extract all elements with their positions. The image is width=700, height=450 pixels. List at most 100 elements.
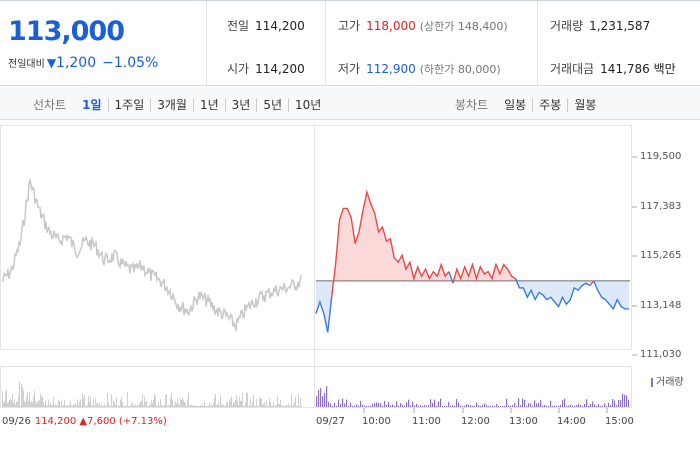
volume-bar-prev xyxy=(224,405,225,407)
volume-bar xyxy=(524,399,526,407)
prev-day-date: 09/26 xyxy=(2,416,31,427)
tab-1y[interactable]: 1년 xyxy=(192,98,225,112)
volume-bar-prev xyxy=(23,390,24,407)
price-line-down xyxy=(593,280,629,311)
volume-bar-prev xyxy=(202,405,203,407)
volume-bar-prev xyxy=(46,404,47,407)
volume-bar xyxy=(480,405,482,407)
volume-bar-prev xyxy=(182,397,183,407)
volume-bar-prev xyxy=(39,400,40,407)
volume-bar-prev xyxy=(213,402,214,407)
volume-bar-prev xyxy=(126,405,127,407)
volume-bar-prev xyxy=(161,405,162,407)
volume-bar-prev xyxy=(201,404,202,407)
volume-bar xyxy=(580,404,582,407)
volume-bar-prev xyxy=(108,402,109,407)
volume-bar xyxy=(394,405,396,407)
volume-bar-prev xyxy=(219,405,220,407)
volume-bar xyxy=(508,405,510,407)
volume-frame xyxy=(0,366,632,408)
volume-bar-prev xyxy=(223,404,224,407)
intraday-chart[interactable]: 119,500 117,383 115,265 113,148 111,030 … xyxy=(0,121,700,450)
volume-bar-prev xyxy=(158,401,159,407)
volume-bar-prev xyxy=(25,401,26,407)
volume-bar xyxy=(390,405,392,407)
volume-bar xyxy=(526,405,528,407)
volume-bar-prev xyxy=(50,402,51,407)
volume-bar-prev xyxy=(281,405,282,407)
volume-bar xyxy=(320,388,322,407)
volume-bar-prev xyxy=(105,405,106,407)
volume-bar-prev xyxy=(20,405,21,407)
volume-bar xyxy=(556,405,558,407)
volume-bar-prev xyxy=(290,405,291,407)
volume-bar xyxy=(382,405,384,407)
tab-monthly[interactable]: 월봉 xyxy=(567,98,603,112)
volume-bar-prev xyxy=(29,391,30,407)
volume-bar-prev xyxy=(280,399,281,407)
volume-bar-prev xyxy=(163,405,164,407)
volume-bar-prev xyxy=(86,405,87,407)
volume-bar-prev xyxy=(157,405,158,407)
volume-legend-label: 거래량 xyxy=(656,377,684,388)
volume-bar xyxy=(550,400,552,407)
tab-3y[interactable]: 3년 xyxy=(224,98,257,112)
volume-bar-prev xyxy=(208,405,209,407)
volume-bar xyxy=(572,405,574,407)
volume-bar-prev xyxy=(144,396,145,407)
volume-bar xyxy=(356,404,358,407)
volume-bar-prev xyxy=(4,401,5,407)
volume-bar-prev xyxy=(152,403,153,407)
volume-bar xyxy=(576,405,578,407)
volume-bar xyxy=(484,403,486,407)
volume-bar-prev xyxy=(100,405,101,407)
volume-bar xyxy=(452,405,454,407)
volume-bar xyxy=(348,405,350,407)
volume-bar-prev xyxy=(137,404,138,407)
tab-daily[interactable]: 일봉 xyxy=(504,98,527,112)
volume-bar xyxy=(516,405,518,407)
tab-5y[interactable]: 5년 xyxy=(256,98,289,112)
volume-bar xyxy=(450,405,452,407)
volume-bar xyxy=(562,400,564,407)
volume-bar-prev xyxy=(190,404,191,407)
price-line-down xyxy=(315,297,333,333)
volume-bar-prev xyxy=(138,405,139,407)
volume-bar xyxy=(416,404,418,407)
chart-canvas xyxy=(0,125,637,413)
volume-bar-prev xyxy=(259,397,260,407)
volume-bar-prev xyxy=(282,405,283,407)
volume-bar xyxy=(418,405,420,407)
high-label: 고가 xyxy=(338,19,361,33)
volume-bar xyxy=(448,402,450,407)
volume-bar xyxy=(380,403,382,407)
tab-10y[interactable]: 10년 xyxy=(288,98,328,112)
volume-bar-prev xyxy=(274,405,275,407)
volume-bar-prev xyxy=(207,405,208,407)
volume-bar-prev xyxy=(216,405,217,407)
volume-bar-prev xyxy=(67,405,68,407)
line-chart-label: 선차트 xyxy=(33,98,67,112)
volume-bar-prev xyxy=(71,405,72,407)
tab-1w[interactable]: 1주일 xyxy=(107,98,151,112)
volume-bar-prev xyxy=(188,392,189,407)
tab-weekly[interactable]: 주봉 xyxy=(532,98,568,112)
tab-3m[interactable]: 3개월 xyxy=(150,98,193,112)
volume-bar-prev xyxy=(209,403,210,407)
volume-bar-prev xyxy=(55,404,56,407)
tab-1d[interactable]: 1일 xyxy=(82,98,102,112)
info-column-1: 전일 114,200 시가 114,200 xyxy=(215,1,335,87)
volume-bar-prev xyxy=(235,400,236,407)
price-line-down xyxy=(448,271,454,284)
volume-bar xyxy=(584,403,586,407)
volume-bar xyxy=(622,393,624,407)
volume-bar-prev xyxy=(192,405,193,407)
y-tick: 119,500 xyxy=(640,151,682,162)
volume-bar-prev xyxy=(57,405,58,407)
volume-bar xyxy=(392,404,394,407)
volume-bar-prev xyxy=(166,393,167,407)
volume-bar xyxy=(456,399,458,407)
volume-bar xyxy=(494,405,496,407)
change-percent: −1.05% xyxy=(102,55,159,71)
down-area xyxy=(316,280,332,333)
